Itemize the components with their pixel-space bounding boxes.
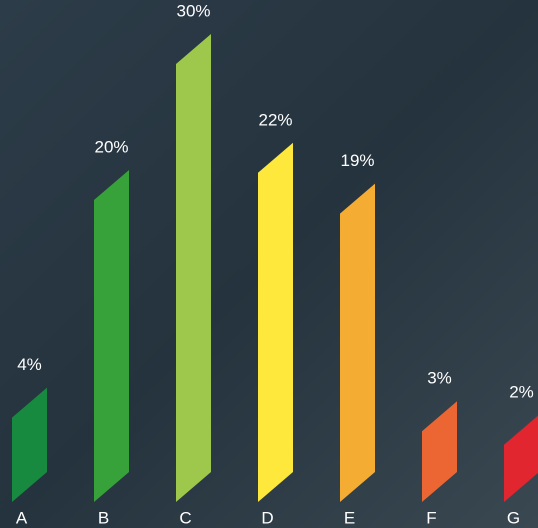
x-tick-label: F [426, 508, 436, 527]
x-tick-label: A [16, 508, 28, 527]
value-label: 3% [427, 369, 452, 388]
bar [340, 184, 375, 502]
x-tick-label: G [507, 508, 520, 527]
x-tick-label: D [261, 508, 273, 527]
value-label: 2% [509, 382, 534, 401]
chart: 4% A 20% B 30% C 22% D 19% E 3% F 2% G [0, 0, 538, 528]
value-label: 4% [17, 355, 42, 374]
value-label: 30% [176, 1, 210, 20]
bar [94, 170, 129, 502]
bar [176, 34, 211, 502]
value-label: 19% [340, 151, 374, 170]
x-tick-label: C [179, 508, 191, 527]
bar [258, 143, 293, 502]
x-tick-label: B [98, 508, 109, 527]
x-tick-label: E [344, 508, 355, 527]
value-label: 22% [258, 110, 292, 129]
value-label: 20% [94, 137, 128, 156]
page: {"chart_data": {"type": "bar", "categori… [0, 0, 538, 528]
